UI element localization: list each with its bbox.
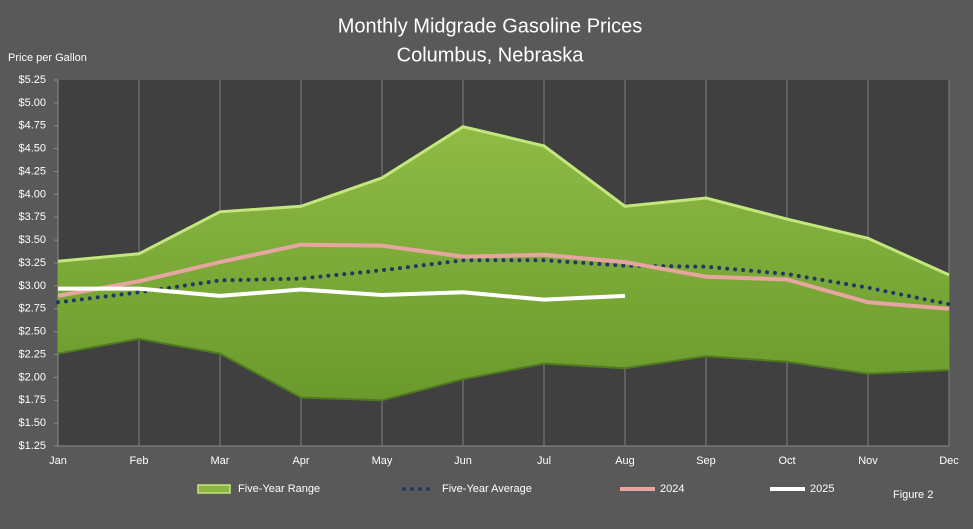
legend-label: Five-Year Average xyxy=(442,483,532,495)
range-edge xyxy=(57,125,950,277)
range-edge xyxy=(57,337,950,402)
x-tick-label: Sep xyxy=(696,455,716,467)
average-line xyxy=(56,258,951,307)
x-tick-label: Dec xyxy=(939,455,959,467)
y-tick-label: $2.00 xyxy=(18,371,46,383)
y-tick-label: $3.25 xyxy=(18,257,46,269)
annotation: Figure 2 xyxy=(893,489,933,501)
series-line xyxy=(58,286,626,302)
x-tick-label: Nov xyxy=(858,455,878,467)
y-axis-label: Price per Gallon xyxy=(8,52,87,64)
x-tick-label: Mar xyxy=(211,455,230,467)
y-tick-label: $4.50 xyxy=(18,143,46,155)
x-tick-label: May xyxy=(372,455,393,467)
x-tick-label: Jul xyxy=(537,455,551,467)
x-tick-label: Feb xyxy=(130,455,149,467)
x-tick-label: Oct xyxy=(778,455,795,467)
y-tick-label: $2.50 xyxy=(18,326,46,338)
legend-swatch xyxy=(197,484,231,494)
legend-label: Five-Year Range xyxy=(238,483,320,495)
y-tick-label: $4.75 xyxy=(18,120,46,132)
y-tick-label: $1.25 xyxy=(18,440,46,452)
y-tick-label: $4.00 xyxy=(18,188,46,200)
y-tick-label: $3.00 xyxy=(18,280,46,292)
legend-label: 2025 xyxy=(810,483,834,495)
y-tick-label: $2.75 xyxy=(18,303,46,315)
range-area xyxy=(58,126,949,401)
y-tick-label: $3.75 xyxy=(18,211,46,223)
y-tick-label: $5.00 xyxy=(18,97,46,109)
chart-subtitle: Columbus, Nebraska xyxy=(397,44,585,66)
y-tick-label: $2.25 xyxy=(18,348,46,360)
x-tick-label: Jan xyxy=(49,455,67,467)
legend-label: 2024 xyxy=(660,483,684,495)
series-line xyxy=(57,242,950,311)
y-tick-label: $1.50 xyxy=(18,417,46,429)
y-tick-label: $1.75 xyxy=(18,394,46,406)
chart-title: Monthly Midgrade Gasoline Prices xyxy=(338,15,643,37)
x-tick-label: Jun xyxy=(454,455,472,467)
x-tick-label: Aug xyxy=(615,455,635,467)
x-tick-label: Apr xyxy=(292,455,309,467)
y-tick-label: $3.50 xyxy=(18,234,46,246)
y-tick-label: $4.25 xyxy=(18,165,46,177)
y-tick-label: $5.25 xyxy=(18,74,46,86)
